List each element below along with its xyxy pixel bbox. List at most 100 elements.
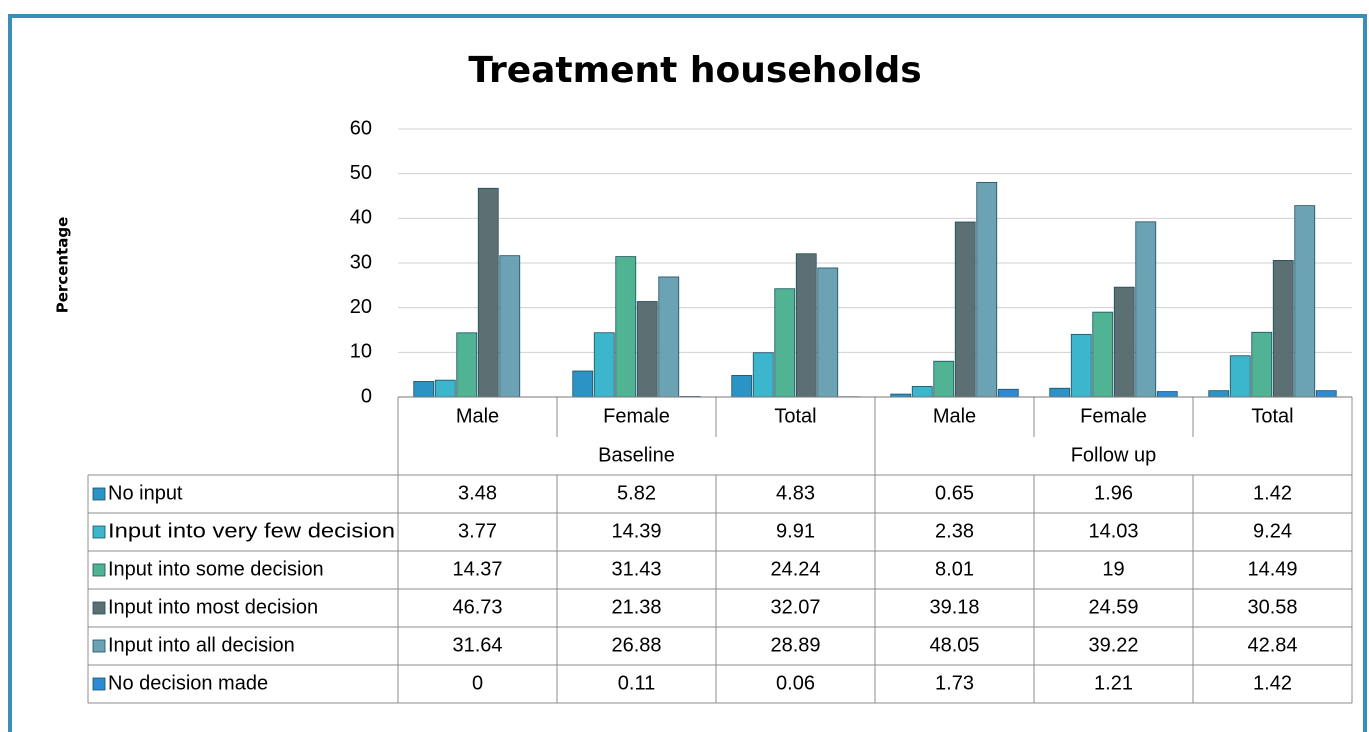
legend-marker — [92, 601, 106, 615]
table-cell: 0.06 — [776, 672, 815, 694]
table-cell: 4.83 — [776, 482, 815, 504]
table-cell: 9.91 — [776, 520, 815, 542]
legend-marker — [92, 525, 106, 539]
group-label: Baseline — [598, 444, 675, 466]
table-cell: 14.03 — [1088, 520, 1138, 542]
bar — [1049, 387, 1071, 398]
table-cell: 32.07 — [770, 596, 820, 618]
y-axis-label: Percentage — [54, 217, 72, 314]
bar — [817, 267, 839, 398]
table-cell: 19 — [1102, 558, 1124, 580]
legend-label: No input — [108, 482, 183, 504]
bar — [752, 352, 774, 398]
table-cell: 21.38 — [611, 596, 661, 618]
y-tick-label: 0 — [361, 385, 372, 407]
bar — [413, 381, 435, 398]
table-cell: 24.59 — [1088, 596, 1138, 618]
bar — [954, 221, 976, 398]
bar — [1229, 355, 1251, 398]
bar — [911, 385, 933, 398]
bar — [658, 276, 680, 398]
table-cell: 9.24 — [1253, 520, 1292, 542]
bar — [774, 288, 796, 398]
table-cell: 14.39 — [611, 520, 661, 542]
table-cell: 31.43 — [611, 558, 661, 580]
chart-title: Treatment households — [468, 50, 921, 91]
bar — [997, 388, 1019, 398]
y-tick-label: 10 — [350, 341, 372, 363]
table-cell: 39.18 — [929, 596, 979, 618]
bar — [933, 360, 955, 398]
chart-frame — [8, 14, 1367, 732]
table-cell: 0.65 — [935, 482, 974, 504]
legend-marker — [92, 563, 106, 577]
table-cell: 26.88 — [611, 634, 661, 656]
table-cell: 14.49 — [1247, 558, 1297, 580]
bar — [1272, 260, 1294, 398]
table-cell: 5.82 — [617, 482, 656, 504]
table-cell: 8.01 — [935, 558, 974, 580]
table-cell: 28.89 — [770, 634, 820, 656]
bar — [1070, 333, 1092, 398]
bar — [456, 332, 478, 398]
table-cell: 14.37 — [452, 558, 502, 580]
group-label: Follow up — [1071, 444, 1157, 466]
y-tick-label: 60 — [350, 117, 372, 139]
y-tick-label: 50 — [350, 162, 372, 184]
bar — [1251, 331, 1273, 398]
table-cell: 1.42 — [1253, 672, 1292, 694]
bar — [976, 181, 998, 398]
table-cell: 3.77 — [458, 520, 497, 542]
legend-label: Input into some decision — [108, 558, 324, 580]
bar — [1113, 286, 1135, 398]
bar — [1092, 311, 1114, 398]
y-tick-label: 30 — [350, 251, 372, 273]
table-cell: 31.64 — [452, 634, 502, 656]
legend-marker — [92, 639, 106, 653]
table-cell: 1.96 — [1094, 482, 1133, 504]
x-tick-label: Female — [1080, 405, 1147, 427]
x-tick-label: Total — [774, 405, 816, 427]
table-cell: 24.24 — [770, 558, 820, 580]
legend-label: No decision made — [108, 672, 268, 694]
bar — [593, 332, 615, 398]
table-cell: 1.73 — [935, 672, 974, 694]
bar — [1315, 390, 1337, 398]
bar — [1208, 390, 1230, 398]
legend-marker — [92, 487, 106, 501]
table-cell: 1.21 — [1094, 672, 1133, 694]
table-cell: 30.58 — [1247, 596, 1297, 618]
x-tick-label: Male — [933, 405, 976, 427]
bar — [477, 187, 499, 398]
y-tick-label: 20 — [350, 296, 372, 318]
bar — [731, 375, 753, 398]
bar — [795, 253, 817, 398]
table-cell: 0.11 — [618, 672, 655, 694]
table-cell: 39.22 — [1088, 634, 1138, 656]
bar — [615, 256, 637, 398]
table-cell: 3.48 — [458, 482, 497, 504]
bar — [636, 301, 658, 398]
bar — [572, 370, 594, 398]
table-cell: 48.05 — [929, 634, 979, 656]
table-cell: 42.84 — [1247, 634, 1297, 656]
table-cell: 2.38 — [935, 520, 974, 542]
table-cell: 0 — [472, 672, 483, 694]
bar — [1135, 221, 1157, 398]
bar — [1156, 391, 1178, 398]
x-tick-label: Male — [456, 405, 499, 427]
table-cell: 1.42 — [1253, 482, 1292, 504]
legend-label: Input into all decision — [108, 634, 295, 656]
bar — [1294, 205, 1316, 398]
x-tick-label: Total — [1251, 405, 1293, 427]
legend-marker — [92, 677, 106, 691]
bar — [499, 255, 521, 398]
x-tick-label: Female — [603, 405, 670, 427]
y-tick-label: 40 — [350, 207, 372, 229]
table-cell: 46.73 — [452, 596, 502, 618]
bar — [434, 379, 456, 398]
legend-label: Input into most decision — [108, 596, 318, 618]
legend-label: Input into very few decision — [108, 520, 395, 542]
